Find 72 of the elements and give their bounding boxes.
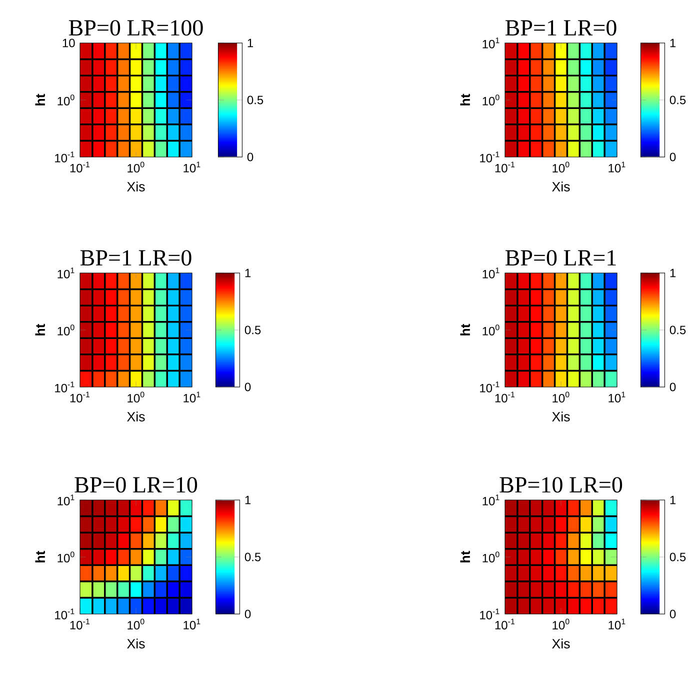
chart-title: BP=10 LR=0 (500, 477, 622, 493)
y-axis-title: ht (460, 550, 470, 562)
x-tick-label: 10$^{1}$ (184, 618, 200, 630)
color-bar-label: 0.5 (670, 326, 686, 334)
y-tick-label: 10$^{0}$ (58, 94, 74, 106)
color-bar-label: 1 (245, 496, 251, 504)
y-tick-label: 10$^{0}$ (482, 94, 500, 106)
x-tick-label: 10$^{-1}$ (495, 392, 515, 402)
chart-title: BP=0 LR=1 (505, 250, 616, 266)
x-tick-label: 10$^{1}$ (184, 162, 200, 172)
y-tick-label: 10$^{1}$ (58, 494, 74, 506)
y-tick-label: 10 (62, 38, 75, 48)
y-tick-label: 10$^{0}$ (482, 552, 500, 562)
color-bar-label: 1 (670, 268, 676, 278)
color-bar-label: 1 (245, 268, 251, 278)
x-tick-label: 10$^{1}$ (184, 392, 200, 402)
y-tick-label: 10$^{1}$ (58, 268, 74, 278)
chart-title: BP=0 LR=10 (74, 477, 198, 493)
y-axis-title: ht (35, 550, 46, 562)
y-tick-label: 10$^{-1}$ (55, 382, 74, 392)
chart-title: BP=0 LR=100 (68, 20, 203, 36)
x-axis-title: Xis (127, 412, 145, 422)
x-tick-label: 10$^{0}$ (128, 392, 144, 403)
y-tick-label: 10$^{-1}$ (480, 382, 500, 392)
color-bar-label: 0 (670, 610, 676, 618)
x-tick-label: 10$^{0}$ (128, 162, 144, 173)
x-tick-label: 10$^{0}$ (552, 618, 570, 630)
x-tick-label: 10$^{1}$ (608, 618, 626, 630)
color-bar-label: 0 (244, 382, 251, 392)
y-tick-label: 10$^{1}$ (482, 494, 500, 506)
color-bar-label: 0 (247, 152, 254, 162)
color-bar-label: 0.5 (244, 326, 261, 334)
color-bar-label: 0.5 (247, 96, 264, 104)
color-bar-label: 0 (670, 382, 676, 392)
x-tick-label: 10$^{1}$ (608, 392, 626, 402)
y-axis-title: ht (460, 324, 470, 336)
color-bar-label: 1 (670, 496, 676, 504)
y-tick-label: 10$^{-1}$ (55, 608, 74, 620)
x-tick-label: 10$^{0}$ (128, 618, 144, 630)
y-tick-label: 10$^{-1}$ (55, 152, 74, 162)
chart-title: BP=1 LR=0 (80, 250, 192, 266)
y-axis-title: ht (35, 94, 46, 106)
y-tick-label: 10$^{-1}$ (480, 608, 500, 620)
color-bar-label: 0 (670, 152, 676, 162)
y-tick-label: 10$^{0}$ (58, 324, 74, 336)
color-bar-label: 0 (244, 610, 251, 618)
x-tick-label: 10$^{-1}$ (495, 162, 515, 172)
color-bar-label: 0.5 (670, 96, 686, 104)
color-bar-label: 0.5 (244, 552, 261, 562)
y-axis-title: ht (460, 94, 470, 106)
y-tick-label: 10$^{0}$ (58, 552, 74, 562)
color-bar-label: 1 (248, 38, 254, 48)
y-tick-label: 10$^{0}$ (482, 324, 500, 336)
chart-title: BP=1 LR=0 (505, 20, 616, 36)
x-tick-label: 10$^{-1}$ (70, 162, 90, 172)
x-tick-label: 10$^{-1}$ (70, 618, 90, 630)
x-axis-title: Xis (127, 182, 145, 192)
x-tick-label: 10$^{0}$ (552, 392, 570, 403)
x-tick-label: 10$^{-1}$ (70, 392, 90, 402)
y-tick-label: 10$^{-1}$ (480, 152, 500, 162)
color-bar-label: 0.5 (670, 552, 686, 562)
x-tick-label: 10$^{1}$ (608, 162, 626, 172)
x-tick-label: 10$^{-1}$ (495, 618, 515, 630)
y-tick-label: 10$^{1}$ (482, 268, 500, 278)
x-axis-title: Xis (552, 638, 570, 648)
x-axis-title: Xis (552, 182, 570, 192)
x-axis-title: Xis (552, 412, 570, 422)
color-bar-label: 1 (670, 38, 676, 48)
x-tick-label: 10$^{0}$ (552, 162, 570, 173)
y-tick-label: 10$^{1}$ (482, 38, 500, 48)
y-axis-title: ht (35, 324, 46, 336)
x-axis-title: Xis (127, 638, 145, 648)
